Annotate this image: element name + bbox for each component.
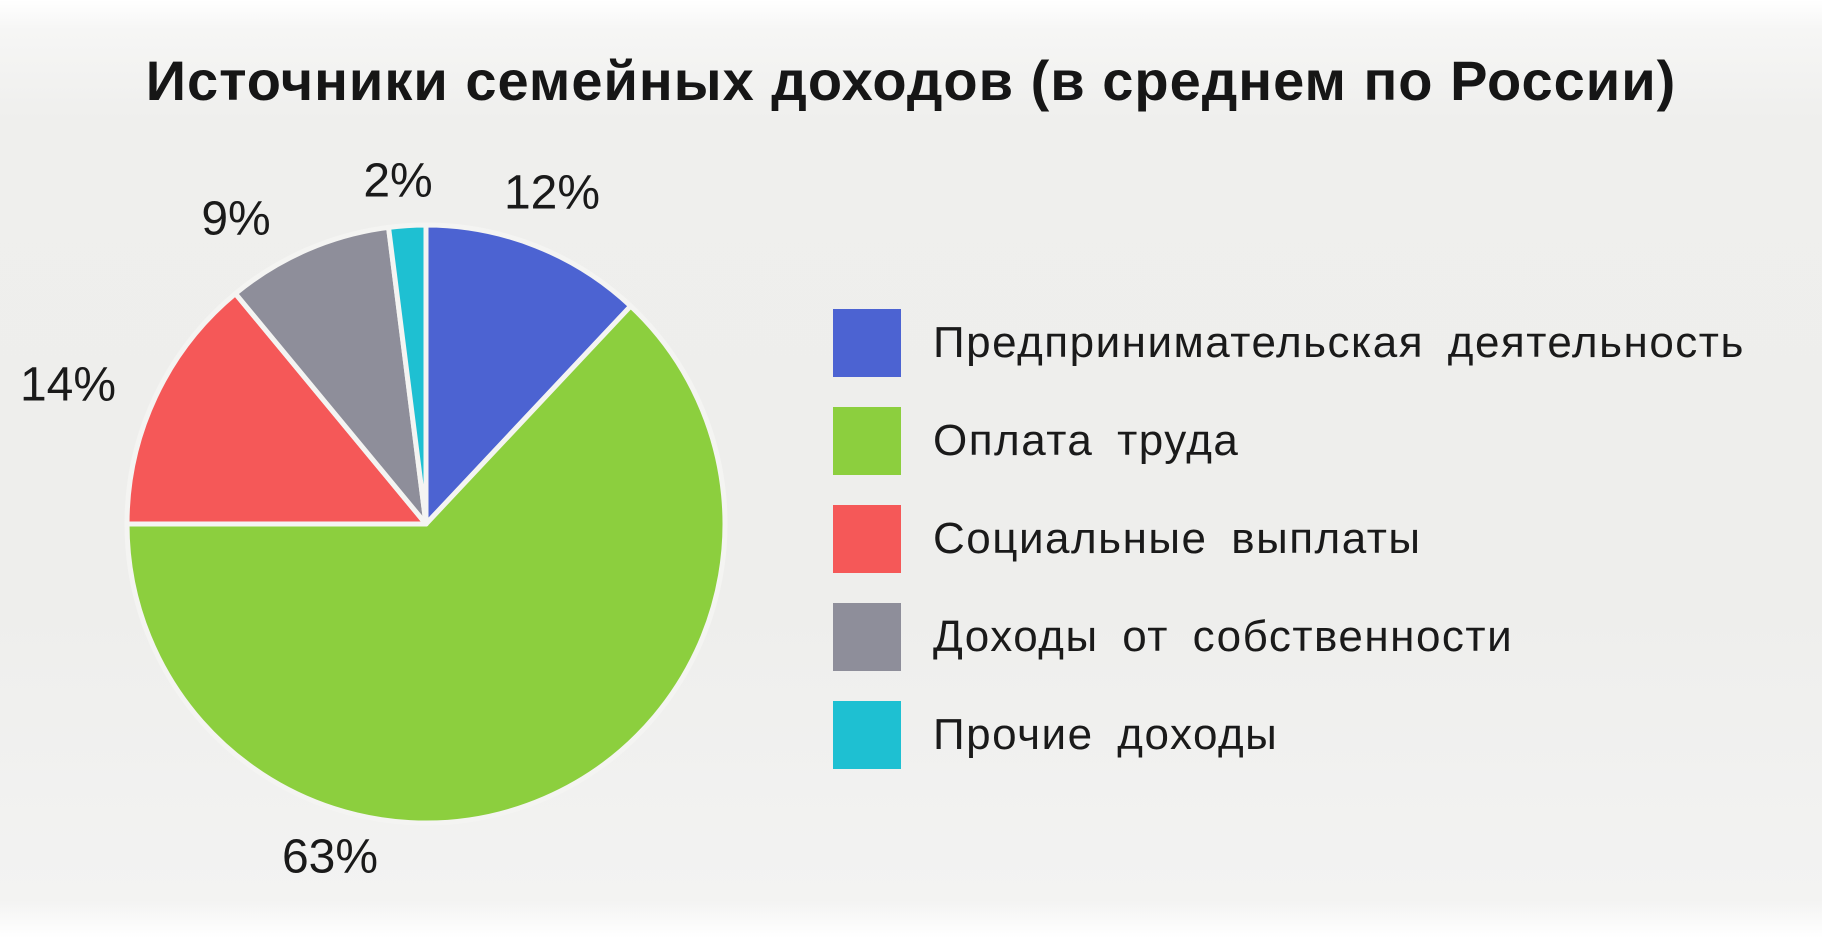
legend-swatch-property-income bbox=[833, 603, 901, 671]
chart-title: Источники семейных доходов (в среднем по… bbox=[145, 49, 1677, 112]
legend-label-wages: Оплата труда bbox=[933, 416, 1240, 465]
pie-slice-wages bbox=[124, 303, 728, 826]
legend-swatch-wages bbox=[833, 407, 901, 475]
value-label-wages: 63% bbox=[282, 831, 378, 884]
legend-item-other-income: Прочие доходы bbox=[833, 686, 1745, 784]
legend-swatch-social-payments bbox=[833, 505, 901, 573]
value-label-social-payments: 14% bbox=[20, 359, 116, 412]
pie-slice-entrepreneurship bbox=[423, 222, 634, 527]
pie-chart: 12% 63% 14% 9% 2% bbox=[20, 155, 728, 884]
legend-item-wages: Оплата труда bbox=[833, 392, 1745, 490]
legend-label-social-payments: Социальные выплаты bbox=[933, 514, 1422, 563]
pie-slice-social-payments bbox=[124, 291, 429, 527]
legend-label-other-income: Прочие доходы bbox=[933, 710, 1279, 759]
legend-swatch-entrepreneurship bbox=[833, 309, 901, 377]
value-label-other-income: 2% bbox=[363, 155, 432, 208]
pie-slice-property-income bbox=[232, 224, 429, 527]
legend-item-social-payments: Социальные выплаты bbox=[833, 490, 1745, 588]
pie-slice-other-income bbox=[386, 222, 429, 527]
chart-legend: Предпринимательская деятельность Оплата … bbox=[833, 294, 1745, 784]
legend-label-entrepreneurship: Предпринимательская деятельность bbox=[933, 318, 1745, 367]
pie-slices bbox=[124, 222, 728, 826]
value-label-entrepreneurship: 12% bbox=[504, 167, 600, 220]
legend-swatch-other-income bbox=[833, 701, 901, 769]
legend-item-entrepreneurship: Предпринимательская деятельность bbox=[833, 294, 1745, 392]
value-label-property-income: 9% bbox=[201, 193, 270, 246]
legend-item-property-income: Доходы от собственности bbox=[833, 588, 1745, 686]
pie-value-labels: 12% 63% 14% 9% 2% bbox=[20, 155, 600, 884]
legend-label-property-income: Доходы от собственности bbox=[933, 612, 1514, 661]
